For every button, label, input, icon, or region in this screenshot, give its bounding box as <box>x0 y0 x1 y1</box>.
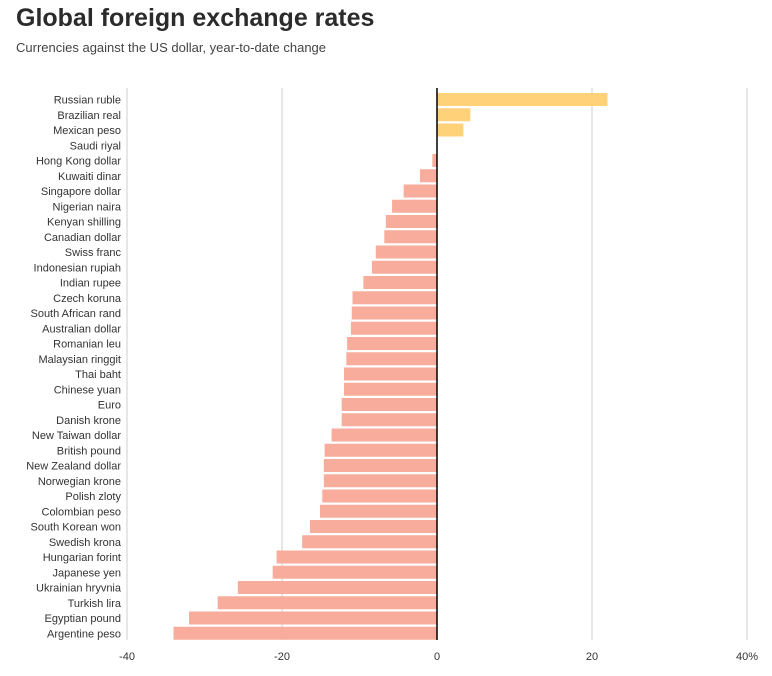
bar <box>363 276 437 289</box>
category-label: Russian ruble <box>54 95 121 107</box>
category-label: Mexican peso <box>53 125 121 137</box>
category-label: Nigerian naira <box>53 201 122 213</box>
category-label: New Taiwan dollar <box>32 430 121 442</box>
category-label: Colombian peso <box>42 506 122 518</box>
category-label: Czech koruna <box>53 293 122 305</box>
bar <box>351 306 437 320</box>
bar <box>344 382 437 396</box>
category-label: Swedish krona <box>49 537 122 549</box>
bar <box>217 596 437 610</box>
bar <box>276 550 437 564</box>
bar <box>237 581 437 594</box>
category-label: South Korean won <box>30 522 121 534</box>
bar <box>352 291 437 305</box>
category-label: Saudi riyal <box>70 140 121 152</box>
bar <box>323 474 437 488</box>
category-label: Turkish lira <box>68 598 122 610</box>
bar <box>331 428 437 442</box>
category-label: Polish zloty <box>65 491 121 503</box>
bar <box>302 535 437 549</box>
category-label: British pound <box>57 445 121 457</box>
bar <box>341 413 437 427</box>
category-label: Canadian dollar <box>44 232 121 244</box>
bar <box>319 504 437 518</box>
x-tick-label: -20 <box>274 651 290 663</box>
category-label: New Zealand dollar <box>26 461 121 473</box>
category-label: Ukrainian hryvnia <box>36 583 122 595</box>
category-label: Chinese yuan <box>54 384 121 396</box>
category-label: Japanese yen <box>53 567 122 579</box>
category-label: Romanian leu <box>53 339 121 351</box>
bar <box>403 184 437 198</box>
category-label: Danish krone <box>56 415 121 427</box>
bar <box>324 443 437 457</box>
bar <box>341 398 437 411</box>
bar <box>272 565 437 579</box>
category-label: Indonesian rupiah <box>34 262 121 274</box>
chart-title: Global foreign exchange rates <box>16 4 375 32</box>
chart-subtitle: Currencies against the US dollar, year-t… <box>16 40 327 55</box>
category-label: Norwegian krone <box>38 476 121 488</box>
bar <box>322 489 437 503</box>
category-label: Kuwaiti dinar <box>58 171 121 183</box>
bar <box>371 260 437 274</box>
bar <box>189 611 437 625</box>
bar <box>309 520 437 533</box>
bar <box>437 123 464 137</box>
bar <box>392 199 437 213</box>
bar <box>323 459 437 472</box>
category-label: Euro <box>98 400 121 412</box>
category-label: Kenyan shilling <box>47 217 121 229</box>
category-label: Malaysian ringgit <box>38 354 121 366</box>
bar <box>350 321 437 335</box>
bar <box>347 337 437 350</box>
bar <box>437 108 471 122</box>
category-label: Argentine peso <box>47 628 121 640</box>
bar <box>385 215 437 228</box>
category-label: Egyptian pound <box>45 613 121 625</box>
category-label: South African rand <box>30 308 121 320</box>
x-tick-label: -40 <box>119 651 135 663</box>
bar <box>384 230 437 244</box>
bar <box>375 245 437 259</box>
category-label: Hong Kong dollar <box>36 156 121 168</box>
category-label: Indian rupee <box>60 278 121 290</box>
category-label: Brazilian real <box>57 110 121 122</box>
bar <box>344 367 437 381</box>
category-label: Swiss franc <box>65 247 122 259</box>
category-label: Thai baht <box>75 369 121 381</box>
bar <box>346 352 437 366</box>
x-tick-label: 0 <box>434 651 440 663</box>
category-label: Australian dollar <box>42 323 121 335</box>
bar <box>419 169 437 183</box>
bar <box>173 626 437 640</box>
bar <box>437 93 608 106</box>
x-tick-label: 40% <box>736 651 758 663</box>
category-label: Hungarian forint <box>43 552 121 564</box>
category-label: Singapore dollar <box>41 186 121 198</box>
x-tick-label: 20 <box>586 651 598 663</box>
bar <box>432 154 437 167</box>
